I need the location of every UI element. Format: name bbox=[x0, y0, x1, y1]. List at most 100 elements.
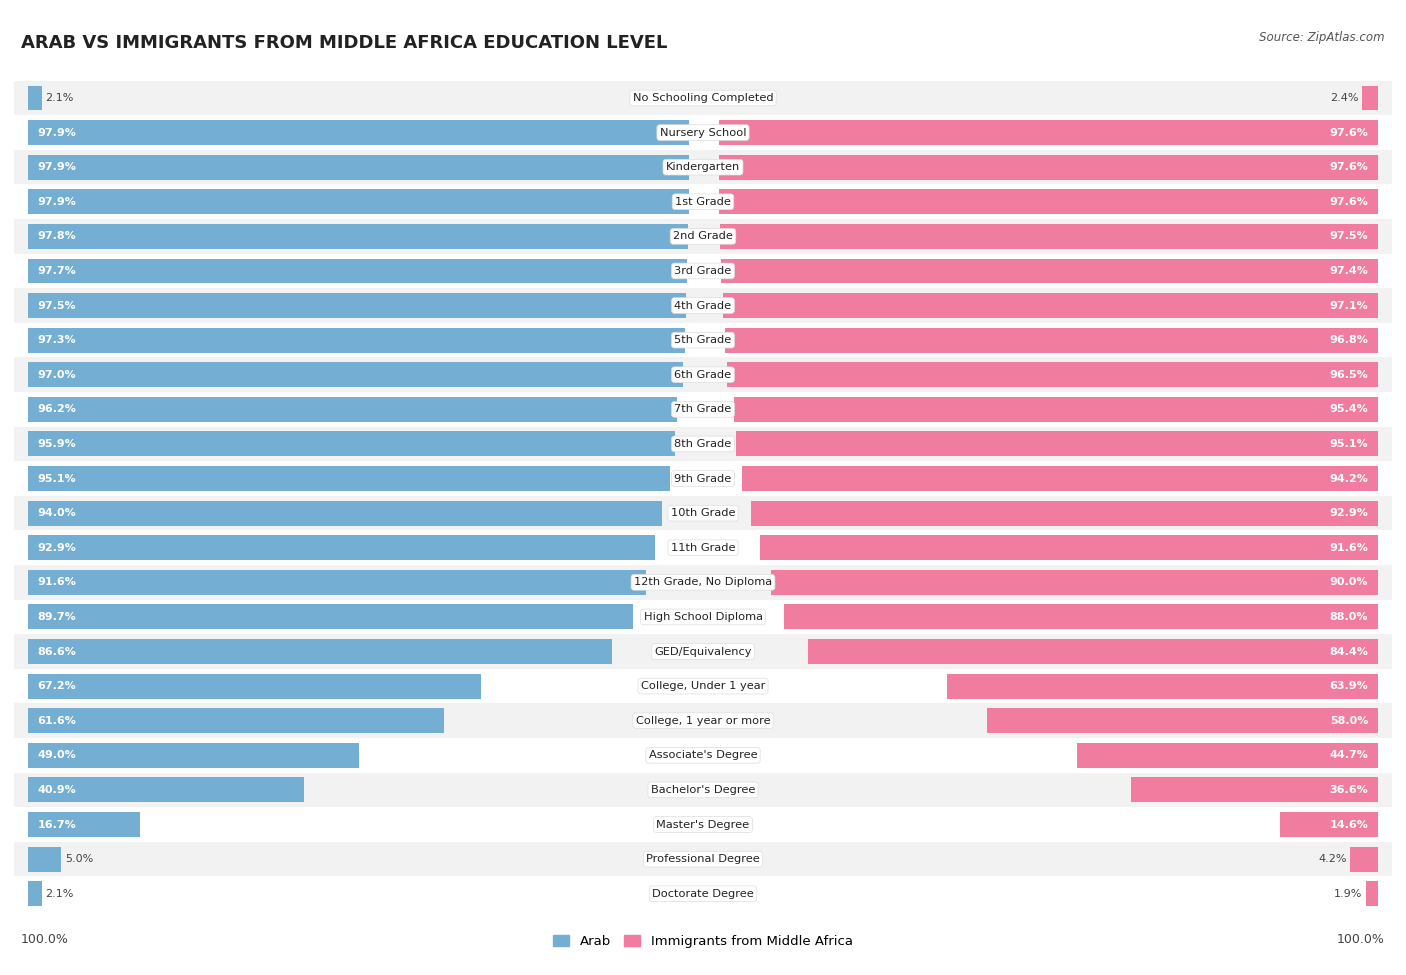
Text: 96.2%: 96.2% bbox=[38, 405, 76, 414]
Text: 89.7%: 89.7% bbox=[38, 612, 76, 622]
Text: 1st Grade: 1st Grade bbox=[675, 197, 731, 207]
Bar bbox=[28, 328, 685, 353]
Bar bbox=[1365, 881, 1378, 906]
Text: 4.2%: 4.2% bbox=[1319, 854, 1347, 864]
Text: 2.1%: 2.1% bbox=[45, 93, 73, 103]
Bar bbox=[28, 258, 688, 284]
Text: ARAB VS IMMIGRANTS FROM MIDDLE AFRICA EDUCATION LEVEL: ARAB VS IMMIGRANTS FROM MIDDLE AFRICA ED… bbox=[21, 34, 668, 52]
Bar bbox=[14, 634, 1392, 669]
Bar bbox=[28, 224, 688, 249]
Bar bbox=[14, 600, 1392, 634]
Text: 97.5%: 97.5% bbox=[38, 300, 76, 311]
Text: 61.6%: 61.6% bbox=[38, 716, 76, 725]
Text: Kindergarten: Kindergarten bbox=[666, 162, 740, 173]
Text: 12th Grade, No Diploma: 12th Grade, No Diploma bbox=[634, 577, 772, 587]
Bar bbox=[28, 777, 304, 802]
Text: 2nd Grade: 2nd Grade bbox=[673, 231, 733, 242]
Text: 97.0%: 97.0% bbox=[38, 370, 76, 379]
Text: 58.0%: 58.0% bbox=[1330, 716, 1368, 725]
Text: 97.3%: 97.3% bbox=[38, 335, 76, 345]
Bar bbox=[14, 115, 1392, 150]
Bar bbox=[14, 392, 1392, 427]
Text: 16.7%: 16.7% bbox=[38, 820, 76, 830]
Text: 97.9%: 97.9% bbox=[38, 197, 76, 207]
Text: 94.0%: 94.0% bbox=[38, 508, 76, 518]
Text: 2.4%: 2.4% bbox=[1330, 93, 1358, 103]
Text: 84.4%: 84.4% bbox=[1330, 646, 1368, 656]
Bar bbox=[785, 604, 1378, 630]
Bar bbox=[14, 150, 1392, 184]
Text: 100.0%: 100.0% bbox=[1337, 933, 1385, 946]
Bar bbox=[720, 155, 1378, 179]
Text: Master's Degree: Master's Degree bbox=[657, 820, 749, 830]
Bar bbox=[28, 812, 141, 837]
Bar bbox=[751, 501, 1378, 526]
Text: 97.4%: 97.4% bbox=[1330, 266, 1368, 276]
Text: 67.2%: 67.2% bbox=[38, 682, 76, 691]
Bar bbox=[28, 674, 481, 698]
Bar bbox=[28, 120, 689, 145]
Text: 97.9%: 97.9% bbox=[38, 162, 76, 173]
Bar bbox=[14, 254, 1392, 289]
Bar bbox=[28, 881, 42, 906]
Bar bbox=[770, 569, 1378, 595]
Text: 9th Grade: 9th Grade bbox=[675, 474, 731, 484]
Text: Professional Degree: Professional Degree bbox=[647, 854, 759, 864]
Bar bbox=[1279, 812, 1378, 837]
Bar bbox=[14, 841, 1392, 877]
Text: 49.0%: 49.0% bbox=[38, 751, 76, 760]
Text: 91.6%: 91.6% bbox=[38, 577, 76, 587]
Text: 100.0%: 100.0% bbox=[21, 933, 69, 946]
Text: College, Under 1 year: College, Under 1 year bbox=[641, 682, 765, 691]
Text: Source: ZipAtlas.com: Source: ZipAtlas.com bbox=[1260, 31, 1385, 44]
Text: Nursery School: Nursery School bbox=[659, 128, 747, 137]
Bar bbox=[14, 81, 1392, 115]
Bar bbox=[727, 363, 1378, 387]
Text: 95.9%: 95.9% bbox=[38, 439, 76, 448]
Bar bbox=[14, 669, 1392, 703]
Bar bbox=[14, 289, 1392, 323]
Text: College, 1 year or more: College, 1 year or more bbox=[636, 716, 770, 725]
Bar bbox=[808, 639, 1378, 664]
Text: 6th Grade: 6th Grade bbox=[675, 370, 731, 379]
Text: 97.6%: 97.6% bbox=[1330, 128, 1368, 137]
Bar bbox=[14, 219, 1392, 254]
Bar bbox=[1132, 777, 1378, 802]
Text: Associate's Degree: Associate's Degree bbox=[648, 751, 758, 760]
Text: 95.1%: 95.1% bbox=[1330, 439, 1368, 448]
Text: 86.6%: 86.6% bbox=[38, 646, 76, 656]
Bar bbox=[28, 604, 634, 630]
Bar bbox=[28, 363, 683, 387]
Bar bbox=[14, 772, 1392, 807]
Bar bbox=[28, 466, 669, 491]
Text: 96.5%: 96.5% bbox=[1330, 370, 1368, 379]
Bar bbox=[737, 432, 1378, 456]
Text: 8th Grade: 8th Grade bbox=[675, 439, 731, 448]
Bar bbox=[28, 501, 662, 526]
Text: 7th Grade: 7th Grade bbox=[675, 405, 731, 414]
Bar bbox=[14, 530, 1392, 566]
Bar bbox=[723, 293, 1378, 318]
Text: 40.9%: 40.9% bbox=[38, 785, 76, 795]
Bar bbox=[946, 674, 1378, 698]
Bar bbox=[28, 708, 444, 733]
Bar bbox=[1362, 86, 1378, 110]
Text: 92.9%: 92.9% bbox=[38, 543, 76, 553]
Bar bbox=[14, 358, 1392, 392]
Bar bbox=[28, 743, 359, 767]
Bar bbox=[14, 461, 1392, 496]
Text: 63.9%: 63.9% bbox=[1330, 682, 1368, 691]
Text: Bachelor's Degree: Bachelor's Degree bbox=[651, 785, 755, 795]
Text: 90.0%: 90.0% bbox=[1330, 577, 1368, 587]
Bar bbox=[14, 738, 1392, 772]
Bar bbox=[28, 86, 42, 110]
Bar bbox=[28, 535, 655, 561]
Text: 44.7%: 44.7% bbox=[1330, 751, 1368, 760]
Bar bbox=[14, 184, 1392, 219]
Text: 97.5%: 97.5% bbox=[1330, 231, 1368, 242]
Bar bbox=[28, 155, 689, 179]
Text: 14.6%: 14.6% bbox=[1330, 820, 1368, 830]
Bar bbox=[720, 120, 1378, 145]
Text: 91.6%: 91.6% bbox=[1330, 543, 1368, 553]
Bar bbox=[720, 258, 1378, 284]
